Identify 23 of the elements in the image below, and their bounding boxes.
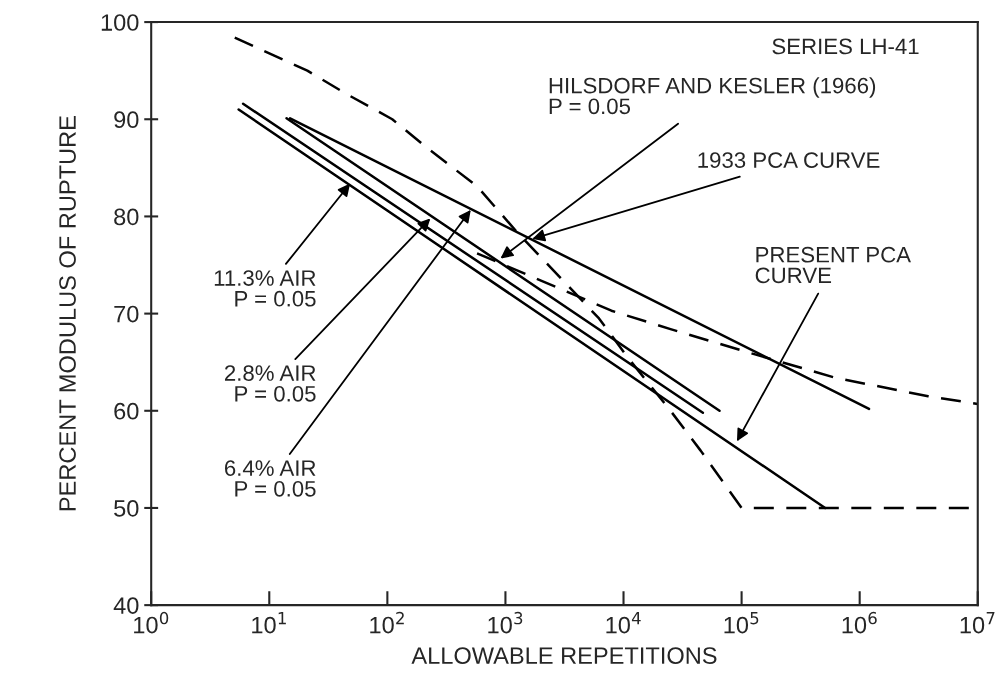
x-tick-label: 10$^{5}$ xyxy=(724,612,759,634)
annotation: PRESENT PCA CURVE xyxy=(755,246,911,284)
y-tick-label: 60 xyxy=(114,402,139,420)
y-tick-label: 70 xyxy=(114,305,139,323)
y-tick-label: 80 xyxy=(114,208,139,226)
y-tick-label: 90 xyxy=(114,111,139,129)
annotation: SERIES LH-41 xyxy=(772,38,919,55)
annotation: 11.3% AIR P = 0.05 xyxy=(214,270,316,307)
x-tick-label: 10$^{1}$ xyxy=(252,612,286,634)
annotation: 2.8% AIR P = 0.05 xyxy=(224,365,316,402)
x-tick-label: 10$^{2}$ xyxy=(370,611,404,634)
annotation: HILSDORF AND KESLER (1966) P = 0.05 xyxy=(549,77,876,115)
y-axis-title: PERCENT MODULUS OF RUPTURE xyxy=(59,116,76,511)
x-tick-label: 10$^{6}$ xyxy=(842,611,877,634)
y-tick-label: 50 xyxy=(114,500,139,517)
y-tick-label: 100 xyxy=(101,14,139,31)
annotation: 6.4% AIR P = 0.05 xyxy=(224,460,316,497)
y-tick-label: 40 xyxy=(113,597,139,614)
x-axis-title: ALLOWABLE REPETITIONS xyxy=(411,647,717,664)
x-tick-label: 10$^{7}$ xyxy=(960,612,995,634)
annotation: 1933 PCA CURVE xyxy=(698,152,880,168)
x-tick-label: 10$^{4}$ xyxy=(606,612,641,634)
x-tick-label: 10$^{3}$ xyxy=(488,611,523,634)
